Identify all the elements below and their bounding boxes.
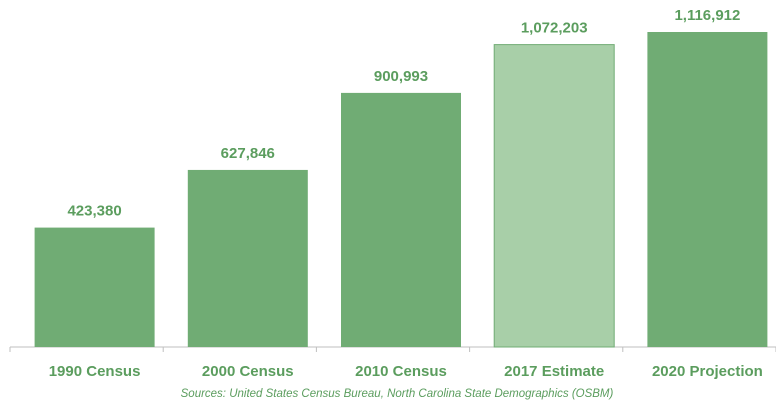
value-label: 1,116,912 [674,7,740,24]
source-note: Sources: United States Census Bureau, No… [181,388,614,400]
x-tick-label: 2017 Estimate [504,363,604,380]
value-label: 627,846 [221,145,275,162]
bar [493,44,615,348]
value-label: 900,993 [374,68,428,85]
x-tick-label: 2020 Projection [652,363,763,380]
value-label: 1,072,203 [521,20,588,37]
value-label: 423,380 [67,203,121,220]
bar [647,32,768,347]
bar [341,92,461,348]
x-tick-label: 2000 Census [202,363,294,380]
bar [34,227,155,347]
x-tick-label: 2010 Census [355,363,447,380]
bar [187,169,308,347]
x-tick-label: 1990 Census [49,363,141,380]
